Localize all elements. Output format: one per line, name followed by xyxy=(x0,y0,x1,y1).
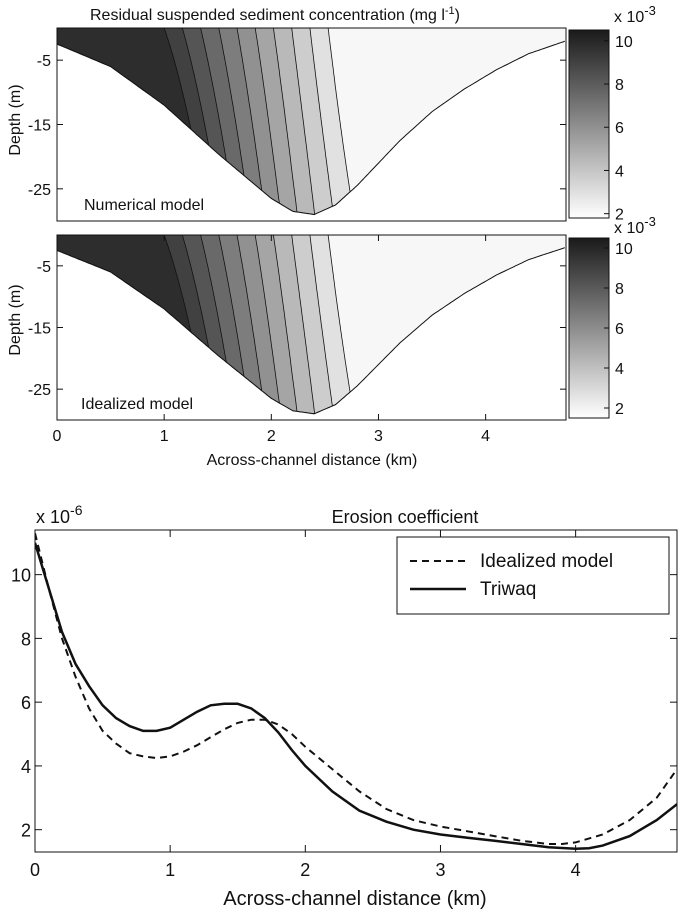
legend-label-idealized: Idealized model xyxy=(480,551,613,572)
panel-label-idealized: Idealized model xyxy=(81,396,193,413)
panel-c-title: Erosion coefficient xyxy=(332,507,479,527)
plot-frame-c xyxy=(34,529,678,853)
panel-numerical-model: Residual suspended sediment concentratio… xyxy=(7,3,656,224)
colorbar-b xyxy=(568,237,610,419)
x-tick-label: 3 xyxy=(435,860,445,880)
panel-a-title: Residual suspended sediment concentratio… xyxy=(90,5,460,24)
below-bed-area xyxy=(57,247,566,420)
y-tick-label: 6 xyxy=(21,693,31,713)
colorbar-tick-label: 6 xyxy=(615,120,624,137)
y-tick-label: -5 xyxy=(37,53,51,70)
y-ticks-c: 10 8 6 4 2 xyxy=(11,566,677,841)
y-tick-label: 10 xyxy=(11,566,31,586)
legend: Idealized model Triwaq xyxy=(396,536,670,615)
x-tick-label: 3 xyxy=(374,428,383,445)
colorbar-a xyxy=(568,29,610,219)
y-ticks-a: -5 -15 -25 xyxy=(28,53,566,199)
y-tick-label: -5 xyxy=(37,259,51,276)
x-tick-label: 2 xyxy=(300,860,310,880)
y-axis-label-b: Depth (m) xyxy=(7,284,24,355)
x-axis-label-b: Across-channel distance (km) xyxy=(207,452,418,469)
y-tick-label: -15 xyxy=(28,321,51,338)
x-tick-label: 2 xyxy=(267,428,276,445)
y-axis-label-a: Depth (m) xyxy=(7,84,24,155)
y-tick-label: -25 xyxy=(28,182,51,199)
contour-field-idealized xyxy=(57,235,566,420)
colorbar-tick-label: 8 xyxy=(615,281,624,298)
colorbar-ticks-b: 10 8 6 4 2 xyxy=(604,241,633,418)
x-tick-label: 1 xyxy=(160,428,169,445)
y-ticks-b: -5 -15 -25 xyxy=(28,259,566,399)
x-tick-label: 0 xyxy=(30,860,40,880)
y-tick-label: 4 xyxy=(21,757,31,777)
legend-box xyxy=(396,536,670,615)
x-tick-label: 4 xyxy=(571,860,581,880)
y-tick-label: -15 xyxy=(28,118,51,135)
x-ticks-b: 0 1 2 3 4 xyxy=(53,235,490,445)
colorbar-tick-label: 10 xyxy=(615,34,633,51)
y-tick-label: 8 xyxy=(21,629,31,649)
colorbar-b-exponent: x 10-3 xyxy=(614,214,656,237)
colorbar-tick-label: 2 xyxy=(615,401,624,418)
colorbar-tick-label: 2 xyxy=(615,207,624,224)
panel-idealized-model: Depth (m) -5 -15 -25 0 1 2 3 4 Idealized model… xyxy=(7,214,656,469)
colorbar-tick-label: 4 xyxy=(615,163,624,180)
bed-profile-line xyxy=(57,247,566,415)
x-tick-label: 0 xyxy=(53,428,62,445)
below-bed-area xyxy=(57,41,566,221)
x-tick-label: 4 xyxy=(481,428,490,445)
y-tick-label: 2 xyxy=(21,821,31,841)
x-ticks-c: 0 1 2 3 4 xyxy=(30,530,581,880)
colorbar-tick-label: 6 xyxy=(615,321,624,338)
x-axis-label-c: Across-channel distance (km) xyxy=(223,888,486,910)
y-tick-label: -25 xyxy=(28,382,51,399)
legend-label-triwaq: Triwaq xyxy=(480,579,536,600)
panel-c-exponent: x 10-6 xyxy=(36,502,83,527)
contour-field-numerical xyxy=(57,28,566,221)
x-tick-label: 1 xyxy=(165,860,175,880)
series-line-idealized-model xyxy=(35,532,677,845)
colorbar-a-exponent: x 10-3 xyxy=(614,3,656,26)
bed-profile-line xyxy=(57,40,566,216)
colorbar-tick-label: 4 xyxy=(615,361,624,378)
panel-label-numerical: Numerical model xyxy=(84,197,204,214)
colorbar-tick-label: 8 xyxy=(615,77,624,94)
colorbar-ticks-a: 10 8 6 4 2 xyxy=(604,34,633,224)
colorbar-tick-label: 10 xyxy=(615,241,633,258)
